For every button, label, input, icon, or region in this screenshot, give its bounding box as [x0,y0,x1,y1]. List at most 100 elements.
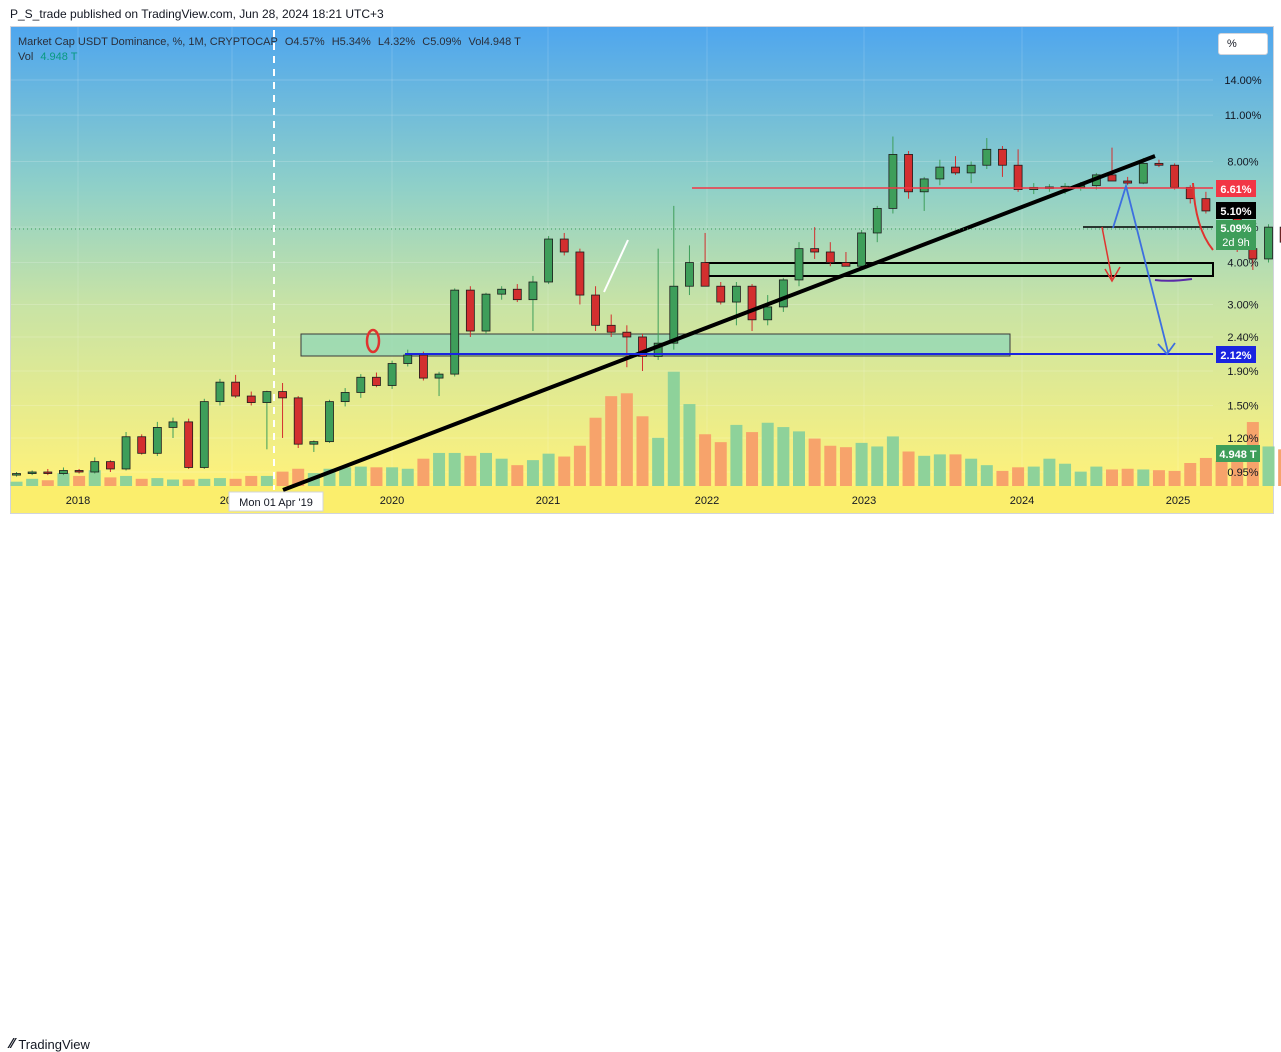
volume-bar [1169,471,1181,486]
candle-body [576,252,584,295]
candle-body [13,474,21,476]
y-tick-label: 1.20% [1227,433,1258,445]
tradingview-logo-text: TradingView [18,1037,90,1052]
tradingview-logo[interactable]: ⁄⁄ TradingView [10,1037,90,1052]
y-tick-label: 1.50% [1227,400,1258,412]
volume-bar [1137,469,1149,486]
chart-canvas[interactable]: 14.00%11.00%8.00%5.10%4.00%3.00%2.40%1.9… [0,0,1281,549]
candle [466,286,474,337]
candle-body [1171,165,1179,187]
candle-body [1014,165,1022,189]
volume-bar [1122,469,1134,486]
support-zone-box[interactable] [706,263,1213,276]
candle-body [936,167,944,179]
candle-body [372,377,380,385]
y-tick-label: 0.95% [1227,467,1258,479]
volume-bar [1059,464,1071,486]
volume-bar [355,467,367,486]
candle-body [91,462,99,472]
candle [419,352,427,381]
candle-body [59,470,67,473]
volume-bar [824,446,836,486]
volume-bar [871,446,883,486]
price-label-5.10: 5.10% [1220,206,1251,218]
volume-bar [511,465,523,486]
volume-bar [433,453,445,486]
volume-bar [417,459,429,486]
candle [451,288,459,376]
price-scale-background [1213,27,1273,486]
candle [1171,163,1179,189]
legend-symbol[interactable]: Market Cap USDT Dominance, %, 1M, CRYPTO… [18,36,278,48]
candle-body [279,392,287,398]
volume-bar [981,465,993,486]
candle [122,432,130,470]
candle-body [1124,181,1132,183]
candle [1265,224,1273,262]
footer-bar: ⁄⁄ TradingView [0,514,1281,549]
legend-vol-label[interactable]: Vol [18,51,33,63]
price-label-6.61: 6.61% [1220,184,1251,196]
volume-bar [136,479,148,486]
volume-bar [762,423,774,486]
candle-body [310,442,318,445]
volume-bar [183,480,195,486]
volume-bar [856,443,868,486]
candle-body [795,249,803,280]
candle-body [232,382,240,396]
volume-bar [777,427,789,486]
price-label-2.12: 2.12% [1220,350,1251,362]
volume-bar [230,479,242,486]
volume-bar [386,467,398,486]
y-tick-label: 8.00% [1227,157,1258,169]
percent-scale-button[interactable]: % [1218,33,1268,55]
volume-bar [1216,461,1228,486]
x-tick-label: 2020 [380,495,404,507]
candle-body [701,263,709,287]
volume-bar [668,372,680,486]
y-tick-label: 14.00% [1224,75,1262,87]
candle [185,419,193,469]
volume-bar [214,478,226,486]
volume-bar [402,469,414,486]
candle-body [341,392,349,401]
volume-bar [449,453,461,486]
legend-volume-row: Vol 4.948 T [18,51,525,63]
candle-body [28,472,36,474]
volume-bar [558,457,570,486]
crosshair-date-text: Mon 01 Apr '19 [239,497,313,509]
volume-bar [73,476,85,486]
candle-body [357,377,365,392]
candle [326,400,334,443]
volume-bar [715,442,727,486]
candle-body [748,286,756,320]
volume-bar [11,482,23,486]
volume-bar [1090,467,1102,486]
candle-body [326,402,334,442]
legend-vol: Vol4.948 T [468,36,520,48]
legend-high: H5.34% [332,36,371,48]
candle [482,293,490,334]
volume-bar [1043,459,1055,486]
candle-body [169,422,177,428]
candle-body [294,398,302,444]
candle-body [779,280,787,307]
volume-bar [1153,470,1165,486]
candle-body [451,290,459,374]
volume-bar [903,452,915,487]
volume-bar [464,456,476,486]
volume-bar [1184,463,1196,486]
volume-bar [1263,446,1275,486]
price-label-5.09: 5.09% [1220,223,1251,235]
y-tick-label: 2.40% [1227,332,1258,344]
candle-body [435,374,443,378]
candle-body [200,402,208,468]
candle [388,361,396,389]
candle [858,230,866,268]
volume-bar [543,454,555,486]
candle-body [545,239,553,282]
volume-bar [809,439,821,486]
candle-body [419,355,427,378]
candle-body [998,149,1006,165]
volume-bar [730,425,742,486]
